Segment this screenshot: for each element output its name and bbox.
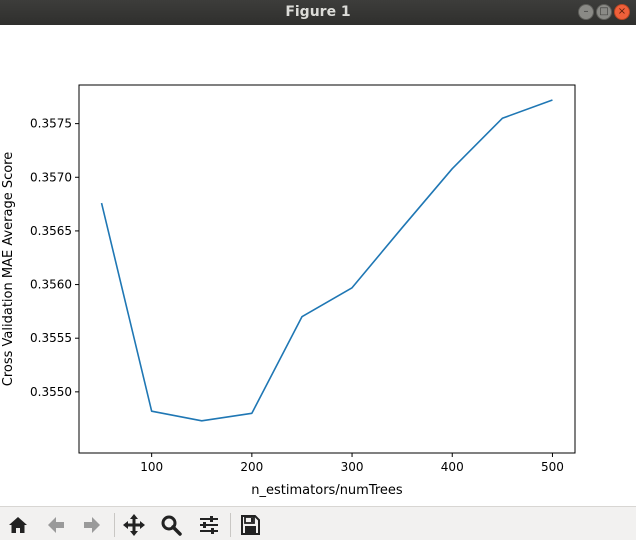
x-tick-label: 500 xyxy=(541,460,564,474)
move-icon xyxy=(123,514,145,536)
back-button[interactable] xyxy=(42,511,70,539)
home-icon xyxy=(9,517,27,533)
floppy-disk-icon xyxy=(241,515,260,535)
plot-frame xyxy=(78,84,576,454)
x-tick-label: 100 xyxy=(140,460,163,474)
arrow-right-icon xyxy=(84,517,100,533)
x-tick-label: 300 xyxy=(341,460,364,474)
series-line xyxy=(100,99,553,422)
window-titlebar: Figure 1 – □ × xyxy=(0,0,636,25)
magnifier-icon xyxy=(161,515,182,536)
navigation-toolbar xyxy=(0,506,636,540)
home-button[interactable] xyxy=(4,511,32,539)
x-tick-label: 400 xyxy=(441,460,464,474)
y-tick-label: 0.3550 xyxy=(30,385,72,399)
x-tick-label: 200 xyxy=(240,460,263,474)
pan-button[interactable] xyxy=(120,511,148,539)
x-axis-label: n_estimators/numTrees xyxy=(251,483,403,498)
toolbar-separator xyxy=(230,513,231,537)
y-tick-label: 0.3575 xyxy=(30,117,72,131)
minimize-button[interactable]: – xyxy=(578,4,594,20)
forward-button[interactable] xyxy=(78,511,106,539)
close-button[interactable]: × xyxy=(614,4,630,20)
y-tick-label: 0.3570 xyxy=(30,170,72,184)
y-tick-label: 0.3555 xyxy=(30,331,72,345)
configure-subplots-button[interactable] xyxy=(195,511,223,539)
y-tick-label: 0.3560 xyxy=(30,278,72,292)
sliders-icon xyxy=(200,516,218,534)
figure-canvas: 100 200 300 400 500 0.3550 0.3555 0.3560 0.3565 0… xyxy=(0,25,636,506)
y-axis-label: Cross Validation MAE Average Score xyxy=(1,152,16,386)
maximize-button[interactable]: □ xyxy=(596,4,612,20)
save-button[interactable] xyxy=(236,511,264,539)
toolbar-separator xyxy=(114,513,115,537)
arrow-left-icon xyxy=(48,517,64,533)
window-title: Figure 1 xyxy=(285,4,351,20)
line-chart: 100 200 300 400 500 0.3550 0.3555 0.3560 0.3565 0… xyxy=(1,84,576,498)
y-tick-label: 0.3565 xyxy=(30,224,72,238)
zoom-button[interactable] xyxy=(157,511,185,539)
